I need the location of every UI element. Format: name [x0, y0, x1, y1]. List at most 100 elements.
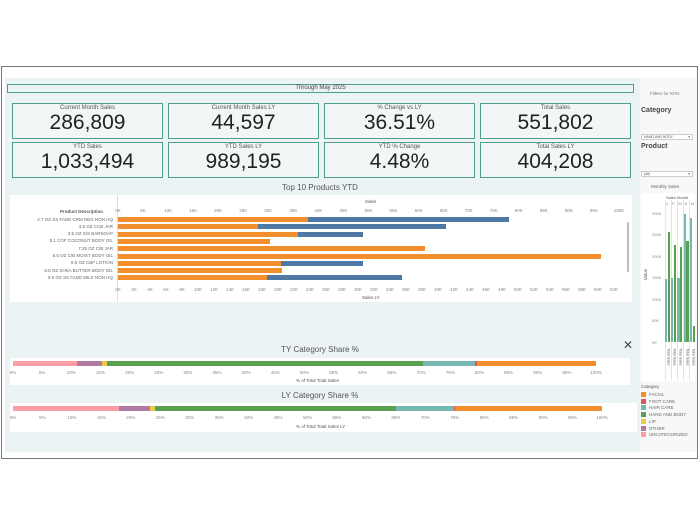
legend-item[interactable]: OTHER — [641, 425, 665, 432]
share-axis-tick: 0% — [9, 370, 17, 375]
kpi-card: Current Month Sales LY 44,597 — [168, 103, 319, 139]
category-filter-dropdown[interactable]: HAND AND BODY ▾ — [641, 134, 693, 140]
sales-bar[interactable] — [118, 224, 447, 230]
product-filter-value: (All) — [644, 172, 651, 176]
share-segment-hand-and-body[interactable] — [154, 406, 396, 411]
share-axis-tick: 70% — [416, 370, 426, 375]
bottom-axis-tick: 16K — [241, 287, 251, 292]
sales-ly-bar[interactable] — [118, 260, 282, 266]
kpi-value: 551,802 — [517, 111, 594, 134]
monthly-bar[interactable] — [680, 246, 683, 342]
share-segment-facial[interactable] — [477, 361, 596, 366]
product-label: 8.5 OZ C/B MOIST BODY OIL — [52, 253, 113, 258]
sales-ly-bar[interactable] — [118, 231, 298, 237]
sales-axis-title: Sales — [365, 199, 377, 204]
month-divider — [689, 200, 690, 380]
kpi-card: % Change vs LY 36.51% — [324, 103, 475, 139]
y-axis-tick: 150K — [652, 275, 662, 281]
top-axis-tick: 100K — [613, 208, 625, 213]
monthly-bar[interactable] — [667, 231, 670, 342]
monthly-bar[interactable] — [677, 278, 680, 342]
monthly-bar[interactable] — [671, 278, 674, 342]
share-axis-tick: 60% — [358, 370, 368, 375]
legend-label: FOOT CARE — [649, 398, 676, 404]
legend-label: HAND AND BODY — [649, 412, 687, 418]
product-label: 8.5 OZ SHEA BUTTER BODY OIL — [44, 267, 113, 273]
legend-item[interactable]: LIP — [641, 418, 656, 425]
monthly-bar[interactable] — [683, 214, 686, 342]
share-axis-tick: 95% — [562, 370, 572, 375]
legend-item[interactable]: FACIAL — [641, 392, 665, 398]
share-segment-hair-care[interactable] — [423, 361, 475, 366]
bottom-axis-tick: 46K — [481, 287, 491, 292]
legend-item[interactable]: HAND AND BODY — [641, 412, 686, 418]
legend-item[interactable]: FOOT CARE — [641, 398, 676, 405]
share-segment-lip[interactable] — [102, 361, 108, 366]
product-label: 3.5 OZ CCB JAR — [78, 223, 113, 229]
y-axis-tick: 50K — [652, 318, 660, 324]
share-segment-other[interactable] — [77, 361, 103, 366]
sales-month-header: Sales Month — [666, 195, 689, 200]
monthly-bar[interactable] — [686, 240, 689, 342]
ly-share-title: LY Category Share % — [281, 391, 359, 400]
kpi-title: Current Month Sales LY — [211, 105, 276, 111]
through-date-banner: Through May 2025 — [7, 84, 634, 93]
product-label: 3.5 OZ S/S BARSOAP — [67, 231, 113, 237]
share-axis-tick: 15% — [95, 370, 105, 375]
sales-ly-bar[interactable] — [118, 224, 258, 230]
share-segment-uncategorized[interactable] — [13, 361, 78, 366]
share-segment-uncategorized[interactable] — [13, 406, 120, 411]
sales-ly-bar[interactable] — [118, 217, 308, 222]
share-segment-hair-care[interactable] — [395, 406, 454, 411]
kpi-title: Current Month Sales — [59, 105, 116, 111]
legend-item[interactable]: HAIR CARE — [641, 405, 674, 411]
monthly-bar[interactable] — [689, 218, 692, 342]
share-axis-tick: 20% — [126, 415, 136, 420]
row-header: Product Description — [60, 209, 104, 214]
month-label: M — [690, 201, 695, 206]
share-axis-tick: 60% — [361, 415, 371, 420]
top-axis-tick: 20K — [214, 208, 223, 213]
sales-ly-bar[interactable] — [118, 253, 602, 259]
bottom-axis-tick: 62K — [609, 287, 619, 292]
share-segment-foot-care[interactable] — [474, 361, 478, 366]
legend-swatch — [641, 392, 646, 397]
top-axis-tick: 5K — [140, 208, 146, 213]
sales-ly-bar[interactable] — [118, 275, 267, 281]
share-axis-tick: 90% — [538, 415, 548, 420]
product-filter-dropdown[interactable]: (All) ▾ — [641, 171, 693, 177]
legend-label: OTHER — [649, 425, 665, 431]
bottom-axis-tick: 60K — [593, 287, 603, 292]
close-icon[interactable]: ✕ — [623, 338, 634, 352]
sales-ly-bar[interactable] — [118, 268, 282, 274]
top-axis-tick: 25K — [239, 208, 248, 213]
monthly-bar[interactable] — [674, 244, 677, 342]
share-segment-lip[interactable] — [150, 406, 155, 411]
share-segment-facial[interactable] — [454, 406, 602, 411]
share-axis-tick: 80% — [474, 370, 484, 375]
legend-item[interactable]: UNCATEGORIZED — [641, 432, 688, 438]
share-segment-other[interactable] — [119, 406, 151, 411]
top-axis-tick: 75K — [489, 208, 498, 213]
sales-bar[interactable] — [118, 217, 509, 222]
share-axis-tick: 75% — [445, 370, 455, 375]
share-axis-tick: 65% — [387, 370, 397, 375]
top-axis-tick: 65K — [439, 208, 448, 213]
monthly-bar[interactable] — [692, 325, 695, 342]
top-axis-tick: 50K — [364, 208, 373, 213]
sales-ly-bar[interactable] — [118, 238, 270, 244]
kpi-card: Current Month Sales 286,809 — [12, 103, 163, 139]
share-segment-foot-care[interactable] — [453, 406, 455, 411]
bottom-axis-tick: 30K — [353, 287, 363, 292]
chart-scrollbar[interactable] — [627, 222, 629, 272]
share-segment-hand-and-body[interactable] — [107, 361, 424, 366]
bottom-axis-tick: 4K — [147, 287, 153, 292]
ty-share-title: TY Category Share % — [281, 345, 359, 354]
product-label: 8.5 OZ SS FADE MILK NON HQ — [47, 274, 113, 280]
share-axis-tick: 75% — [450, 415, 460, 420]
share-axis-tick: 100% — [590, 370, 602, 375]
chevron-down-icon: ▾ — [688, 172, 690, 176]
monthly-bar[interactable] — [665, 278, 668, 342]
sales-ly-bar[interactable] — [118, 246, 426, 252]
monthly-sales-title: Monthly Sales — [651, 184, 680, 189]
